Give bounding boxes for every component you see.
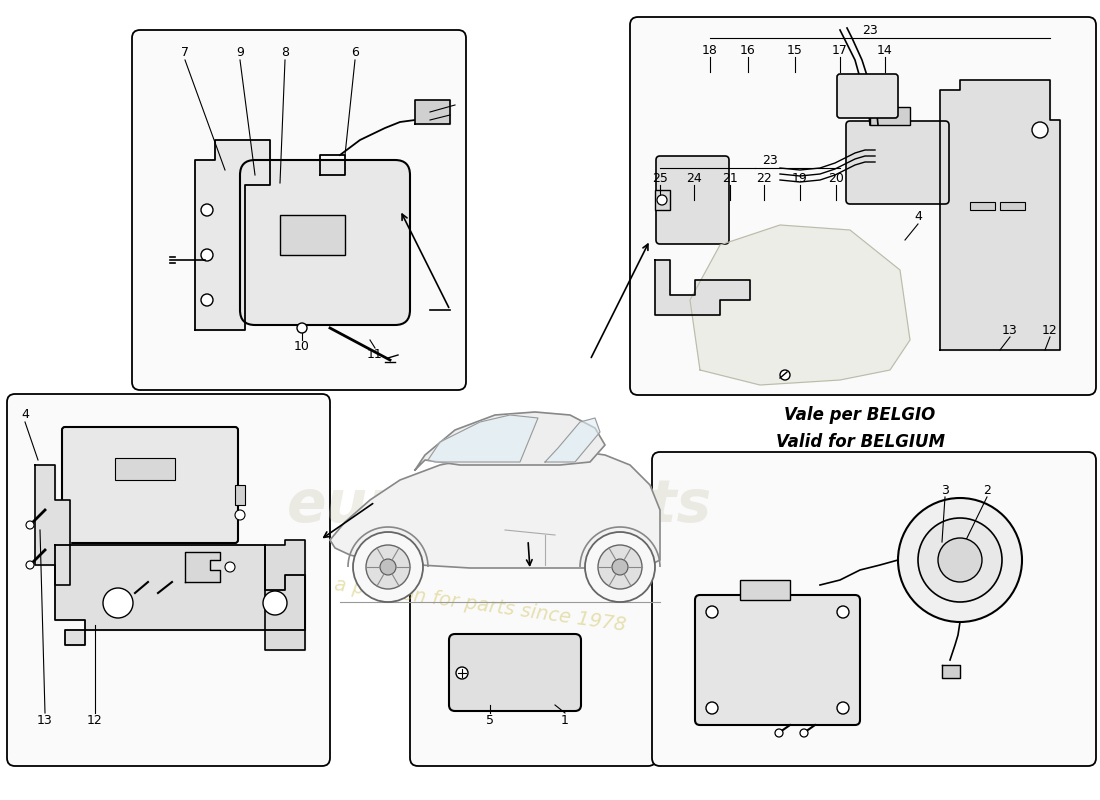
Text: 19: 19: [792, 171, 807, 185]
Circle shape: [456, 667, 468, 679]
Circle shape: [26, 561, 34, 569]
Polygon shape: [942, 665, 960, 678]
Text: 4: 4: [21, 409, 29, 422]
Polygon shape: [428, 415, 538, 462]
Text: 23: 23: [862, 23, 878, 37]
Text: 5: 5: [486, 714, 494, 726]
Text: Valid for BELGIUM: Valid for BELGIUM: [776, 433, 945, 451]
Circle shape: [657, 195, 667, 205]
Text: 4: 4: [914, 210, 922, 223]
Circle shape: [837, 606, 849, 618]
Text: 15: 15: [788, 43, 803, 57]
Circle shape: [235, 510, 245, 520]
Text: eurocarparts: eurocarparts: [287, 477, 713, 534]
Polygon shape: [415, 100, 450, 124]
Text: 22: 22: [756, 171, 772, 185]
Text: 21: 21: [722, 171, 738, 185]
Text: 23: 23: [762, 154, 778, 166]
Circle shape: [226, 562, 235, 572]
Text: 3: 3: [942, 483, 949, 497]
Polygon shape: [35, 465, 70, 585]
FancyBboxPatch shape: [630, 17, 1096, 395]
Circle shape: [366, 545, 410, 589]
Polygon shape: [265, 540, 305, 650]
Circle shape: [598, 545, 642, 589]
Polygon shape: [415, 412, 605, 470]
Text: 20: 20: [828, 171, 844, 185]
FancyBboxPatch shape: [410, 560, 656, 766]
Text: 1: 1: [561, 714, 569, 726]
Bar: [740, 580, 790, 600]
Bar: [1000, 202, 1025, 210]
Text: 12: 12: [1042, 323, 1058, 337]
Circle shape: [1032, 122, 1048, 138]
Bar: [870, 107, 910, 125]
Circle shape: [706, 702, 718, 714]
Bar: [654, 190, 670, 210]
Polygon shape: [55, 545, 305, 645]
Text: 2: 2: [983, 483, 991, 497]
Polygon shape: [185, 552, 220, 582]
Circle shape: [201, 249, 213, 261]
Text: 6: 6: [351, 46, 359, 58]
FancyBboxPatch shape: [132, 30, 466, 390]
Text: Vale per BELGIO: Vale per BELGIO: [784, 406, 936, 424]
Circle shape: [201, 294, 213, 306]
FancyBboxPatch shape: [449, 634, 581, 711]
Polygon shape: [690, 225, 910, 385]
Circle shape: [353, 532, 424, 602]
Circle shape: [612, 559, 628, 575]
Circle shape: [706, 606, 718, 618]
Polygon shape: [654, 260, 750, 315]
Bar: [116, 458, 175, 480]
Text: 10: 10: [294, 341, 310, 354]
Polygon shape: [330, 450, 660, 570]
FancyBboxPatch shape: [846, 121, 949, 204]
FancyBboxPatch shape: [695, 595, 860, 725]
Bar: [970, 202, 996, 210]
Text: 11: 11: [367, 349, 383, 362]
Bar: [235, 485, 245, 505]
Circle shape: [26, 521, 34, 529]
Text: 8: 8: [280, 46, 289, 58]
Text: 13: 13: [1002, 323, 1018, 337]
Circle shape: [898, 498, 1022, 622]
Text: 7: 7: [182, 46, 189, 58]
Bar: [280, 215, 345, 255]
Circle shape: [837, 702, 849, 714]
Circle shape: [776, 729, 783, 737]
FancyBboxPatch shape: [7, 394, 330, 766]
Text: 24: 24: [686, 171, 702, 185]
Text: 9: 9: [236, 46, 244, 58]
Polygon shape: [544, 418, 600, 462]
Polygon shape: [940, 80, 1060, 350]
FancyBboxPatch shape: [240, 160, 410, 325]
FancyBboxPatch shape: [652, 452, 1096, 766]
Circle shape: [379, 559, 396, 575]
Text: 25: 25: [652, 171, 668, 185]
Circle shape: [800, 729, 808, 737]
Circle shape: [201, 204, 213, 216]
Text: 16: 16: [740, 43, 756, 57]
Circle shape: [585, 532, 654, 602]
Circle shape: [780, 370, 790, 380]
Text: 13: 13: [37, 714, 53, 726]
Circle shape: [263, 591, 287, 615]
Circle shape: [938, 538, 982, 582]
Polygon shape: [195, 140, 270, 330]
Circle shape: [918, 518, 1002, 602]
FancyBboxPatch shape: [837, 74, 898, 118]
FancyBboxPatch shape: [656, 156, 729, 244]
Circle shape: [297, 323, 307, 333]
Text: 14: 14: [877, 43, 893, 57]
FancyBboxPatch shape: [62, 427, 238, 543]
Text: 17: 17: [832, 43, 848, 57]
Circle shape: [103, 588, 133, 618]
Text: 12: 12: [87, 714, 103, 726]
Text: 18: 18: [702, 43, 718, 57]
Text: a passion for parts since 1978: a passion for parts since 1978: [333, 575, 627, 635]
